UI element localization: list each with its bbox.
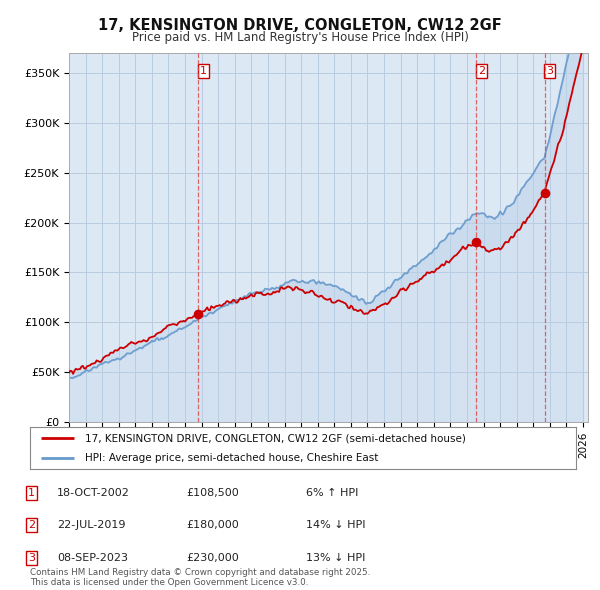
Text: £108,500: £108,500 xyxy=(186,488,239,497)
Text: 13% ↓ HPI: 13% ↓ HPI xyxy=(306,553,365,562)
Text: 18-OCT-2002: 18-OCT-2002 xyxy=(57,488,130,497)
Text: 22-JUL-2019: 22-JUL-2019 xyxy=(57,520,125,530)
Text: 2: 2 xyxy=(478,66,485,76)
Text: Price paid vs. HM Land Registry's House Price Index (HPI): Price paid vs. HM Land Registry's House … xyxy=(131,31,469,44)
Text: 2: 2 xyxy=(28,520,35,530)
Text: 1: 1 xyxy=(28,488,35,497)
Text: HPI: Average price, semi-detached house, Cheshire East: HPI: Average price, semi-detached house,… xyxy=(85,453,378,463)
Text: 17, KENSINGTON DRIVE, CONGLETON, CW12 2GF: 17, KENSINGTON DRIVE, CONGLETON, CW12 2G… xyxy=(98,18,502,32)
Text: 1: 1 xyxy=(200,66,207,76)
Text: 17, KENSINGTON DRIVE, CONGLETON, CW12 2GF (semi-detached house): 17, KENSINGTON DRIVE, CONGLETON, CW12 2G… xyxy=(85,433,466,443)
Text: £230,000: £230,000 xyxy=(186,553,239,562)
Text: Contains HM Land Registry data © Crown copyright and database right 2025.
This d: Contains HM Land Registry data © Crown c… xyxy=(30,568,370,587)
Text: 3: 3 xyxy=(28,553,35,562)
Text: 6% ↑ HPI: 6% ↑ HPI xyxy=(306,488,358,497)
Text: 08-SEP-2023: 08-SEP-2023 xyxy=(57,553,128,562)
Text: 14% ↓ HPI: 14% ↓ HPI xyxy=(306,520,365,530)
Text: 3: 3 xyxy=(546,66,553,76)
Text: £180,000: £180,000 xyxy=(186,520,239,530)
